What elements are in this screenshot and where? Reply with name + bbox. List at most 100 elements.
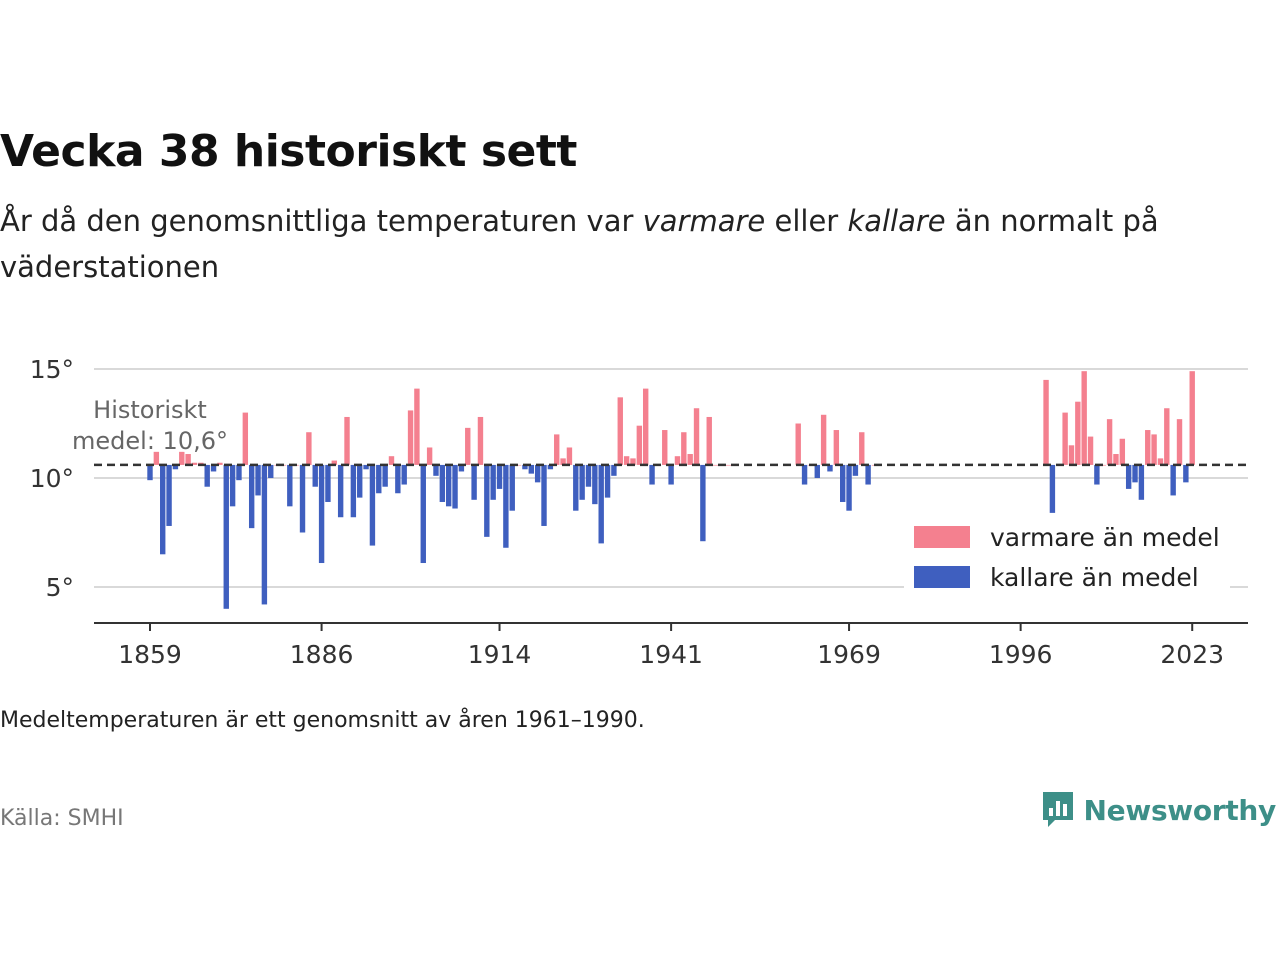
- bar-warm: [426, 447, 433, 465]
- bar-cold: [840, 464, 846, 502]
- bar-cold: [1132, 464, 1138, 483]
- bar-warm: [1062, 412, 1068, 465]
- historical-mean-annotation: Historiskt medel: 10,6°: [70, 394, 231, 458]
- bar-cold: [611, 464, 617, 476]
- bar-cold: [1183, 464, 1189, 483]
- bar-warm: [636, 425, 643, 465]
- bar-warm: [693, 408, 700, 465]
- bar-warm: [515, 464, 522, 466]
- bar-warm: [833, 430, 840, 465]
- bar-warm: [712, 464, 719, 466]
- bar-cold: [299, 464, 306, 533]
- bar-warm: [414, 388, 420, 465]
- bar-warm: [554, 434, 560, 465]
- bar-cold: [852, 464, 859, 476]
- bar-warm: [1151, 434, 1157, 465]
- bar-cold: [585, 464, 592, 487]
- bar-cold: [395, 464, 401, 494]
- bar-cold: [452, 464, 458, 509]
- bar-cold: [471, 464, 477, 500]
- bar-cold: [337, 464, 344, 518]
- legend-cold-swatch: [914, 566, 970, 588]
- bar-cold: [268, 464, 274, 478]
- bar-cold: [579, 464, 585, 500]
- bars: [147, 371, 1195, 609]
- bar-warm: [1176, 419, 1183, 465]
- bar-cold: [255, 464, 261, 496]
- bar-warm: [1119, 438, 1126, 465]
- bar-cold: [363, 464, 369, 470]
- bar-warm: [820, 414, 827, 465]
- bar-cold: [382, 464, 388, 487]
- bar-cold: [865, 464, 871, 485]
- bar-cold: [592, 464, 598, 505]
- historical-mean-label-line1: Historiskt: [93, 396, 207, 424]
- bar-cold: [420, 464, 426, 564]
- chart-subtitle: År då den genomsnittliga temperaturen va…: [0, 198, 1270, 290]
- bar-warm: [306, 432, 312, 465]
- bar-cold: [668, 464, 674, 485]
- y-tick-label: 10°: [30, 464, 74, 493]
- bar-cold: [573, 464, 579, 511]
- bar-cold: [509, 464, 515, 511]
- newsworthy-logo-icon: [1042, 792, 1073, 827]
- bar-cold: [604, 464, 611, 498]
- bar-cold: [357, 464, 363, 498]
- x-tick-label: 1859: [118, 640, 182, 669]
- bar-warm: [1075, 401, 1081, 465]
- subtitle-text-middle: eller: [765, 204, 848, 238]
- bar-cold: [814, 464, 820, 478]
- bar-cold: [325, 464, 331, 502]
- bar-cold: [147, 464, 153, 481]
- bar-warm: [566, 447, 573, 465]
- bar-cold: [401, 464, 407, 485]
- bar-warm: [465, 427, 471, 465]
- source-credit: Källa: SMHI: [0, 806, 124, 831]
- bar-warm: [477, 416, 484, 465]
- bar-cold: [598, 464, 604, 544]
- bar-warm: [795, 423, 801, 465]
- bar-warm: [1068, 445, 1075, 465]
- bar-cold: [1094, 464, 1100, 485]
- bar-cold: [236, 464, 242, 481]
- bar-cold: [503, 464, 509, 548]
- bar-cold: [528, 464, 534, 474]
- bar-cold: [210, 464, 217, 472]
- bar-cold: [287, 464, 293, 507]
- bar-cold: [166, 464, 172, 526]
- bar-warm: [623, 456, 630, 465]
- bar-cold: [439, 464, 446, 502]
- bar-warm: [1157, 458, 1164, 465]
- bar-cold: [350, 464, 357, 518]
- bar-cold: [1125, 464, 1132, 489]
- bar-cold: [534, 464, 541, 483]
- bar-warm: [687, 454, 693, 465]
- bar-warm: [191, 462, 198, 465]
- bar-warm: [681, 432, 687, 465]
- bar-cold: [649, 464, 655, 485]
- bar-warm: [344, 416, 350, 465]
- bar-warm: [388, 456, 395, 465]
- bar-cold: [484, 464, 490, 537]
- bar-warm: [1145, 430, 1151, 465]
- legend-cold-label: kallare än medel: [990, 563, 1199, 592]
- bar-warm: [1189, 371, 1195, 465]
- legend-warm-label: varmare än medel: [990, 523, 1220, 552]
- bar-cold: [160, 464, 166, 555]
- bar-cold: [248, 464, 255, 529]
- bar-cold: [458, 464, 465, 472]
- footnote: Medeltemperaturen är ett genomsnitt av å…: [0, 708, 645, 733]
- bar-warm: [674, 456, 681, 465]
- bar-warm: [1043, 379, 1049, 465]
- x-tick-label: 1996: [989, 640, 1053, 669]
- bar-warm: [185, 454, 191, 465]
- bar-warm: [1106, 419, 1113, 465]
- bar-cold: [204, 464, 210, 487]
- y-tick-label: 5°: [46, 573, 74, 602]
- bar-warm: [1164, 408, 1170, 465]
- bar-cold: [801, 464, 808, 485]
- legend-warm-swatch: [914, 526, 970, 548]
- bar-cold: [312, 464, 318, 487]
- subtitle-text-start: År då den genomsnittliga temperaturen va…: [0, 204, 643, 238]
- bar-warm: [617, 397, 623, 465]
